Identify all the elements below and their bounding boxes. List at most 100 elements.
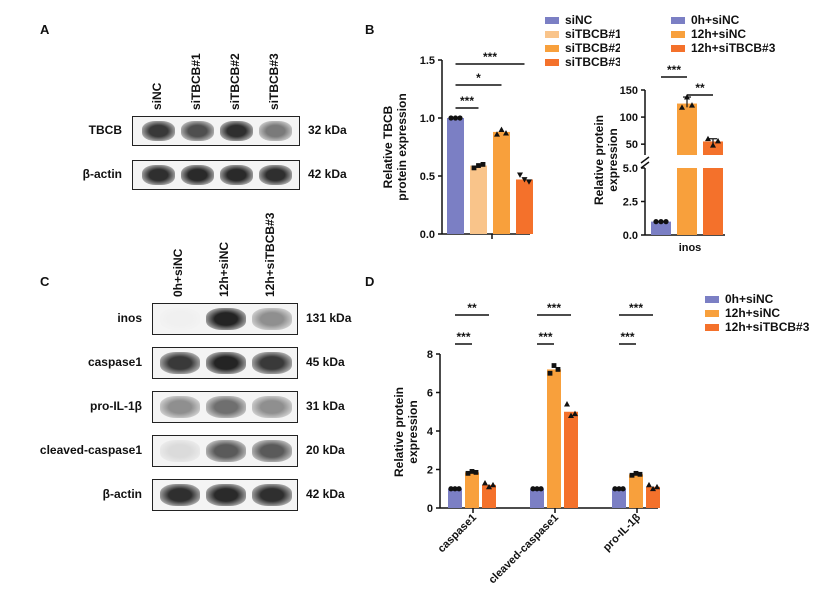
legend-swatch — [671, 17, 685, 24]
data-point — [658, 219, 664, 225]
data-point — [684, 94, 690, 100]
blot-kda-label: 20 kDa — [306, 443, 345, 457]
data-point — [457, 115, 463, 121]
bar — [646, 486, 660, 508]
y-tick-label: 0 — [427, 503, 433, 515]
data-point — [616, 486, 622, 492]
legend-swatch — [671, 45, 685, 52]
bar — [612, 488, 626, 508]
y-axis-label: Relative TBCBprotein expression — [381, 93, 409, 200]
y-tick-label: 50 — [626, 139, 638, 151]
blot-kda-label: 45 kDa — [306, 355, 345, 369]
blot-band — [160, 352, 200, 374]
data-point — [710, 142, 716, 148]
data-point — [530, 486, 536, 492]
blot-row-label: β-actin — [102, 487, 142, 501]
blot-band — [206, 440, 246, 462]
bar — [530, 488, 544, 508]
data-point — [572, 410, 578, 417]
blot-strip — [132, 160, 300, 190]
legend-swatch — [545, 45, 559, 52]
bar — [703, 141, 723, 155]
y-tick-label: 0.0 — [623, 230, 638, 242]
y-axis-label: Relative proteinexpression — [592, 115, 620, 205]
significance-label: *** — [460, 94, 474, 108]
legend-swatch — [705, 296, 719, 303]
blot-strip — [152, 435, 298, 467]
blot-band — [252, 308, 292, 330]
significance-label: *** — [456, 330, 470, 344]
significance-label: ** — [467, 301, 477, 315]
blot-band — [252, 396, 292, 418]
lane-label: 0h+siNC — [171, 248, 185, 297]
lane-label: 12h+siTBCB#3 — [263, 212, 277, 297]
data-point — [480, 162, 486, 167]
bar — [629, 474, 643, 508]
lane-label: siNC — [149, 82, 164, 110]
significance-label: *** — [667, 63, 681, 77]
data-point — [448, 115, 454, 121]
blot-band — [160, 440, 200, 462]
blot-band — [259, 165, 292, 185]
blot-band — [206, 352, 246, 374]
legend-label: siTBCB#2 — [565, 41, 620, 55]
data-point — [568, 412, 574, 418]
y-axis-label: Relative proteinexpression — [392, 387, 420, 477]
significance-label: *** — [629, 301, 643, 315]
bar — [651, 221, 671, 235]
blot-strip — [152, 347, 298, 379]
data-point — [534, 486, 540, 492]
blot-row-label: cleaved-caspase1 — [39, 443, 142, 457]
y-tick-label: 150 — [620, 85, 638, 97]
data-point — [633, 470, 639, 476]
x-tick-label: inos — [679, 242, 702, 254]
data-point — [448, 486, 454, 492]
blot-band — [142, 165, 175, 185]
blot-band — [181, 121, 214, 141]
data-point — [452, 115, 459, 121]
legend-label: siTBCB#1 — [565, 27, 620, 41]
bar — [564, 411, 578, 508]
lane-label: siTBCB#1 — [188, 53, 203, 110]
blot-row-label: β-actin — [82, 167, 122, 181]
data-point — [653, 219, 659, 225]
data-point — [705, 135, 711, 142]
blot-band — [252, 440, 292, 462]
y-tick-label: 0.0 — [420, 229, 435, 241]
data-point — [654, 483, 660, 490]
significance-label: *** — [483, 50, 497, 64]
blot-strip — [152, 391, 298, 423]
legend-swatch — [671, 31, 685, 38]
bar — [465, 472, 479, 508]
blot-row-label: pro-IL-1β — [90, 399, 142, 413]
legend-label: siNC — [565, 13, 593, 27]
panel-letter-b: B — [365, 22, 375, 37]
blot-row-label: caspase1 — [87, 355, 142, 369]
significance-label: ** — [695, 81, 705, 95]
data-point — [494, 131, 500, 137]
bar — [493, 131, 510, 234]
legend-swatch — [545, 31, 559, 38]
axis-break — [640, 156, 650, 164]
x-tick-label: pro-IL-1β — [601, 511, 643, 553]
x-tick-label: caspase1 — [436, 512, 480, 556]
blot-band — [220, 121, 253, 141]
data-point — [538, 486, 544, 492]
legend-swatch — [705, 324, 719, 331]
y-tick-label: 2 — [427, 465, 433, 477]
blot-band — [206, 484, 246, 506]
data-point — [471, 165, 477, 171]
bar — [470, 165, 487, 234]
data-point — [646, 481, 652, 488]
blot-kda-label: 42 kDa — [306, 487, 345, 501]
data-point — [689, 102, 695, 108]
legend-label: 12h+siTBCB#3 — [691, 41, 776, 55]
y-tick-label: 100 — [620, 112, 638, 124]
data-point — [620, 486, 626, 492]
bar — [447, 118, 464, 234]
data-point — [486, 483, 492, 490]
blot-row-label: inos — [117, 311, 142, 325]
legend-label: 0h+siNC — [691, 13, 740, 27]
data-point — [498, 126, 505, 132]
